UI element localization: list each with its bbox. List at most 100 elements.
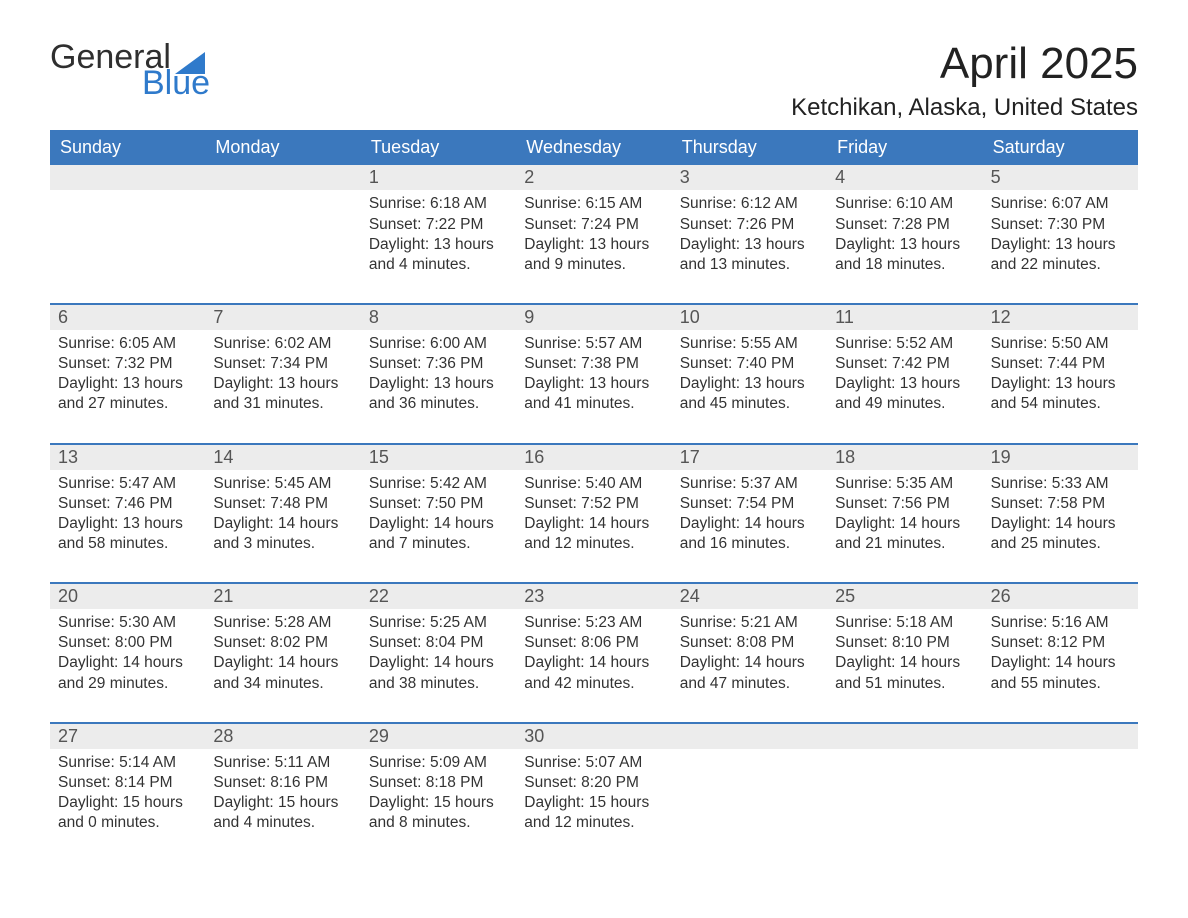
sunset-text: Sunset: 7:34 PM (213, 354, 352, 374)
sunrise-text: Sunrise: 6:02 AM (213, 334, 352, 354)
dow-wednesday: Wednesday (516, 130, 671, 165)
daylight-text: Daylight: 14 hours and 7 minutes. (369, 514, 508, 554)
day-cell: Sunrise: 6:18 AMSunset: 7:22 PMDaylight:… (361, 190, 516, 285)
day-number (205, 165, 360, 190)
sunset-text: Sunset: 7:52 PM (524, 494, 663, 514)
sunrise-text: Sunrise: 5:33 AM (991, 474, 1130, 494)
daylight-text: Daylight: 13 hours and 18 minutes. (835, 235, 974, 275)
day-number (827, 724, 982, 749)
day-cell: Sunrise: 5:52 AMSunset: 7:42 PMDaylight:… (827, 330, 982, 425)
daylight-text: Daylight: 13 hours and 45 minutes. (680, 374, 819, 414)
sunrise-text: Sunrise: 5:14 AM (58, 753, 197, 773)
day-number: 13 (50, 445, 205, 470)
sunset-text: Sunset: 7:46 PM (58, 494, 197, 514)
sunset-text: Sunset: 8:04 PM (369, 633, 508, 653)
day-cell: Sunrise: 5:09 AMSunset: 8:18 PMDaylight:… (361, 749, 516, 844)
day-number-row: 20212223242526 (50, 584, 1138, 609)
calendar-week: 13141516171819Sunrise: 5:47 AMSunset: 7:… (50, 443, 1138, 565)
sunrise-text: Sunrise: 5:52 AM (835, 334, 974, 354)
sunset-text: Sunset: 7:44 PM (991, 354, 1130, 374)
sunset-text: Sunset: 8:08 PM (680, 633, 819, 653)
day-number: 6 (50, 305, 205, 330)
day-number: 24 (672, 584, 827, 609)
sunset-text: Sunset: 7:42 PM (835, 354, 974, 374)
dow-saturday: Saturday (983, 130, 1138, 165)
day-cell: Sunrise: 6:10 AMSunset: 7:28 PMDaylight:… (827, 190, 982, 285)
sunrise-text: Sunrise: 5:37 AM (680, 474, 819, 494)
sunrise-text: Sunrise: 5:16 AM (991, 613, 1130, 633)
sunrise-text: Sunrise: 5:21 AM (680, 613, 819, 633)
day-number: 28 (205, 724, 360, 749)
day-cell: Sunrise: 5:30 AMSunset: 8:00 PMDaylight:… (50, 609, 205, 704)
day-cell: Sunrise: 5:50 AMSunset: 7:44 PMDaylight:… (983, 330, 1138, 425)
daylight-text: Daylight: 14 hours and 21 minutes. (835, 514, 974, 554)
day-cell: Sunrise: 6:12 AMSunset: 7:26 PMDaylight:… (672, 190, 827, 285)
day-number: 25 (827, 584, 982, 609)
daylight-text: Daylight: 14 hours and 29 minutes. (58, 653, 197, 693)
day-cell: Sunrise: 5:16 AMSunset: 8:12 PMDaylight:… (983, 609, 1138, 704)
calendar-week: 6789101112Sunrise: 6:05 AMSunset: 7:32 P… (50, 303, 1138, 425)
sunset-text: Sunset: 8:10 PM (835, 633, 974, 653)
day-number: 26 (983, 584, 1138, 609)
daylight-text: Daylight: 14 hours and 16 minutes. (680, 514, 819, 554)
day-number: 27 (50, 724, 205, 749)
day-number: 30 (516, 724, 671, 749)
daylight-text: Daylight: 14 hours and 34 minutes. (213, 653, 352, 693)
day-number: 10 (672, 305, 827, 330)
day-content-row: Sunrise: 5:30 AMSunset: 8:00 PMDaylight:… (50, 609, 1138, 704)
sunset-text: Sunset: 8:06 PM (524, 633, 663, 653)
sunset-text: Sunset: 7:32 PM (58, 354, 197, 374)
day-cell: Sunrise: 5:11 AMSunset: 8:16 PMDaylight:… (205, 749, 360, 844)
dow-thursday: Thursday (672, 130, 827, 165)
day-cell: Sunrise: 5:21 AMSunset: 8:08 PMDaylight:… (672, 609, 827, 704)
brand-logo: General Blue (50, 40, 210, 100)
sunrise-text: Sunrise: 6:15 AM (524, 194, 663, 214)
sunrise-text: Sunrise: 5:23 AM (524, 613, 663, 633)
sunset-text: Sunset: 7:24 PM (524, 215, 663, 235)
day-cell: Sunrise: 5:07 AMSunset: 8:20 PMDaylight:… (516, 749, 671, 844)
sunrise-text: Sunrise: 5:50 AM (991, 334, 1130, 354)
day-number: 11 (827, 305, 982, 330)
daylight-text: Daylight: 13 hours and 31 minutes. (213, 374, 352, 414)
daylight-text: Daylight: 13 hours and 54 minutes. (991, 374, 1130, 414)
day-number: 15 (361, 445, 516, 470)
day-cell (50, 190, 205, 285)
sunrise-text: Sunrise: 5:35 AM (835, 474, 974, 494)
dow-sunday: Sunday (50, 130, 205, 165)
sunrise-text: Sunrise: 6:00 AM (369, 334, 508, 354)
day-cell: Sunrise: 5:35 AMSunset: 7:56 PMDaylight:… (827, 470, 982, 565)
sunrise-text: Sunrise: 5:55 AM (680, 334, 819, 354)
location-subtitle: Ketchikan, Alaska, United States (791, 94, 1138, 122)
daylight-text: Daylight: 13 hours and 58 minutes. (58, 514, 197, 554)
day-number: 2 (516, 165, 671, 190)
day-number: 9 (516, 305, 671, 330)
sunrise-text: Sunrise: 6:18 AM (369, 194, 508, 214)
sunset-text: Sunset: 7:48 PM (213, 494, 352, 514)
daylight-text: Daylight: 13 hours and 49 minutes. (835, 374, 974, 414)
calendar-body: 12345Sunrise: 6:18 AMSunset: 7:22 PMDayl… (50, 165, 1138, 843)
sunrise-text: Sunrise: 5:28 AM (213, 613, 352, 633)
daylight-text: Daylight: 13 hours and 41 minutes. (524, 374, 663, 414)
daylight-text: Daylight: 13 hours and 22 minutes. (991, 235, 1130, 275)
day-number: 8 (361, 305, 516, 330)
day-number: 29 (361, 724, 516, 749)
daylight-text: Daylight: 13 hours and 4 minutes. (369, 235, 508, 275)
day-number: 19 (983, 445, 1138, 470)
sunrise-text: Sunrise: 5:47 AM (58, 474, 197, 494)
daylight-text: Daylight: 15 hours and 0 minutes. (58, 793, 197, 833)
sunset-text: Sunset: 8:00 PM (58, 633, 197, 653)
day-cell: Sunrise: 5:40 AMSunset: 7:52 PMDaylight:… (516, 470, 671, 565)
day-number (983, 724, 1138, 749)
day-cell: Sunrise: 6:02 AMSunset: 7:34 PMDaylight:… (205, 330, 360, 425)
day-cell: Sunrise: 5:23 AMSunset: 8:06 PMDaylight:… (516, 609, 671, 704)
day-number: 20 (50, 584, 205, 609)
calendar-week: 12345Sunrise: 6:18 AMSunset: 7:22 PMDayl… (50, 165, 1138, 285)
daylight-text: Daylight: 14 hours and 25 minutes. (991, 514, 1130, 554)
sunset-text: Sunset: 8:14 PM (58, 773, 197, 793)
day-number: 16 (516, 445, 671, 470)
sunrise-text: Sunrise: 5:45 AM (213, 474, 352, 494)
sunset-text: Sunset: 7:26 PM (680, 215, 819, 235)
daylight-text: Daylight: 14 hours and 55 minutes. (991, 653, 1130, 693)
sunset-text: Sunset: 7:56 PM (835, 494, 974, 514)
day-number: 3 (672, 165, 827, 190)
